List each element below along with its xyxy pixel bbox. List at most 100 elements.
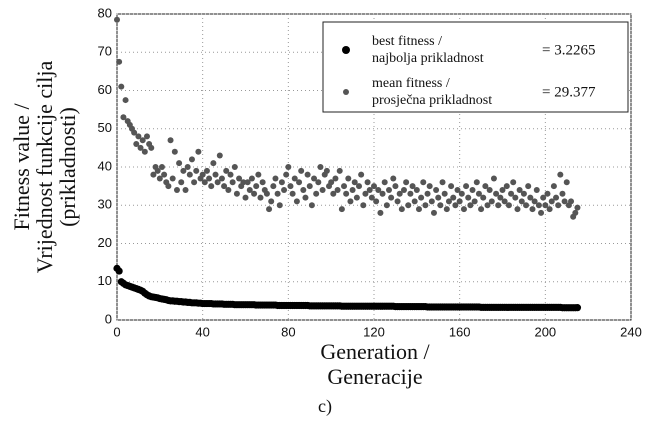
data-point — [338, 206, 345, 213]
data-point — [257, 194, 264, 201]
data-point — [306, 183, 313, 190]
data-point — [285, 164, 292, 170]
data-point — [276, 202, 283, 209]
data-point — [377, 209, 384, 216]
y-tick-label: 30 — [98, 197, 112, 212]
data-point — [358, 171, 365, 178]
data-point — [122, 97, 129, 104]
data-point — [450, 194, 457, 201]
data-point — [300, 186, 307, 193]
data-point — [332, 175, 339, 182]
data-point — [392, 183, 399, 190]
data-point — [480, 194, 487, 201]
data-point — [180, 167, 187, 174]
data-point — [546, 206, 553, 213]
x-tick-label: 200 — [534, 324, 556, 339]
data-point — [542, 202, 549, 209]
data-point — [201, 179, 208, 186]
data-point — [411, 198, 418, 205]
data-point — [573, 304, 582, 312]
data-point — [349, 186, 356, 193]
data-point — [133, 141, 140, 148]
data-point — [499, 186, 506, 193]
x-axis-label: Generacije — [327, 364, 422, 389]
data-point — [244, 179, 251, 186]
data-point — [448, 183, 455, 190]
data-point — [315, 179, 322, 186]
data-point — [268, 198, 275, 205]
data-point — [225, 186, 232, 193]
data-point — [508, 190, 515, 197]
data-point — [529, 206, 536, 213]
data-point — [353, 194, 360, 201]
y-tick-label: 40 — [98, 158, 112, 173]
data-point — [428, 198, 435, 205]
data-point — [208, 183, 215, 190]
data-point — [488, 198, 495, 205]
data-point — [405, 202, 412, 209]
data-point — [553, 194, 560, 201]
data-point — [233, 190, 240, 197]
data-point — [418, 194, 425, 201]
data-point — [272, 175, 279, 182]
data-point — [385, 186, 392, 193]
data-point — [527, 194, 534, 201]
data-point — [218, 175, 225, 182]
y-axis-label: Vrijednost funkcije cilja — [32, 61, 57, 274]
data-point — [302, 194, 309, 201]
x-tick-label: 160 — [449, 324, 471, 339]
data-point — [212, 171, 219, 178]
data-point — [482, 183, 489, 190]
data-point — [154, 167, 161, 174]
y-tick-label: 60 — [98, 82, 112, 97]
data-point — [313, 190, 320, 197]
data-point — [193, 167, 200, 174]
data-point — [287, 183, 294, 190]
data-point — [143, 133, 150, 140]
data-point — [557, 171, 564, 178]
data-point — [148, 144, 155, 151]
legend-marker — [342, 46, 350, 54]
data-point — [360, 202, 367, 209]
data-point — [236, 175, 243, 182]
data-point — [347, 198, 354, 205]
data-point — [242, 194, 249, 201]
data-point — [278, 179, 285, 186]
data-point — [176, 160, 183, 167]
data-point — [497, 194, 504, 201]
data-point — [351, 179, 358, 186]
data-point — [381, 179, 388, 186]
data-point — [512, 194, 519, 201]
data-point — [375, 186, 382, 193]
data-point — [439, 179, 446, 186]
data-point — [156, 175, 163, 182]
legend-label: mean fitness / prosječna prikladnost — [372, 76, 492, 108]
x-tick-label: 80 — [281, 324, 295, 339]
data-point — [520, 190, 527, 197]
data-point — [171, 148, 178, 155]
legend-value: = 3.2265 — [542, 42, 595, 58]
data-point — [467, 202, 474, 209]
data-point — [501, 198, 508, 205]
data-point — [167, 137, 174, 144]
y-tick-label: 80 — [98, 5, 112, 20]
legend: best fitness / najbolja prikladnost = 3.22… — [322, 21, 629, 113]
data-point — [263, 190, 270, 197]
data-point — [445, 198, 452, 205]
data-point — [334, 186, 341, 193]
data-point — [296, 179, 303, 186]
data-point — [473, 179, 480, 186]
data-point — [184, 164, 191, 170]
data-point — [465, 194, 472, 201]
data-point — [328, 179, 335, 186]
data-point — [221, 183, 228, 190]
data-point — [259, 179, 266, 186]
data-point — [364, 179, 371, 186]
data-point — [366, 186, 373, 193]
data-point — [293, 198, 300, 205]
x-tick-label: 0 — [113, 324, 120, 339]
x-axis-label: Generation / — [320, 339, 430, 364]
data-point — [255, 171, 262, 178]
data-point — [523, 202, 530, 209]
